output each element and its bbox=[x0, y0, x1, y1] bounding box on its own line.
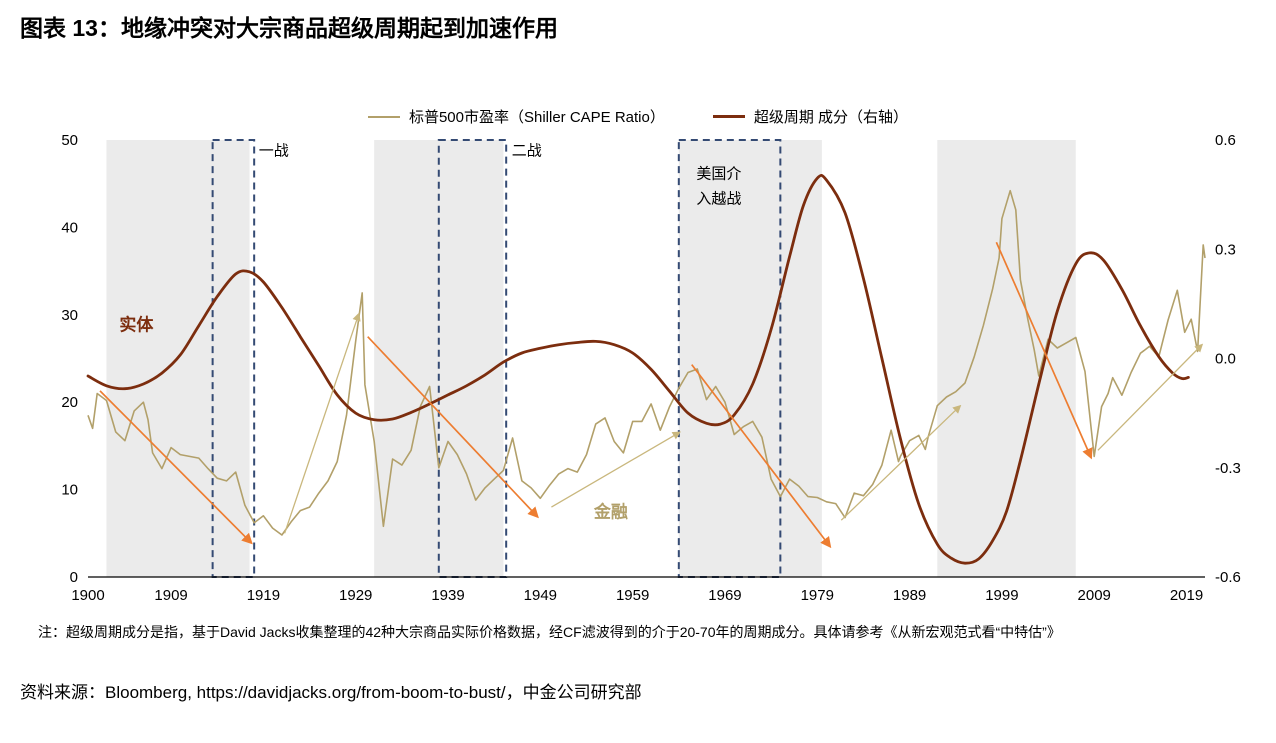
legend-item-cape: 标普500市盈率（Shiller CAPE Ratio） bbox=[367, 106, 665, 127]
trend-arrow bbox=[995, 241, 1093, 460]
event-box bbox=[211, 139, 256, 578]
supercycle-line bbox=[86, 174, 1190, 565]
x-axis-tick-label: 1999 bbox=[985, 587, 1018, 604]
x-axis-tick-label: 1959 bbox=[616, 587, 649, 604]
right-axis-tick-label: -0.6 bbox=[1215, 569, 1241, 586]
x-axis-tick-label: 1939 bbox=[431, 587, 464, 604]
trend-arrow bbox=[99, 390, 253, 545]
cape-line-swatch bbox=[367, 115, 400, 118]
phase-annotation: 实体 bbox=[119, 315, 154, 335]
x-axis-tick-label: 1979 bbox=[801, 587, 834, 604]
x-axis-tick-label: 2019 bbox=[1170, 587, 1203, 604]
chart-legend: 标普500市盈率（Shiller CAPE Ratio） 超级周期 成分（右轴） bbox=[0, 106, 1276, 127]
right-axis-tick-label: -0.3 bbox=[1215, 460, 1241, 477]
figure-title: 图表 13：地缘冲突对大宗商品超级周期起到加速作用 bbox=[20, 15, 558, 41]
legend-label-supercycle: 超级周期 成分（右轴） bbox=[753, 109, 909, 126]
trend-arrow bbox=[1097, 343, 1204, 451]
trend-arrow bbox=[691, 364, 832, 549]
x-axis-tick-label: 1919 bbox=[247, 587, 280, 604]
x-axis-tick-label: 1989 bbox=[893, 587, 926, 604]
event-box-label: 美国介 bbox=[696, 165, 741, 182]
cape-ratio-line bbox=[87, 189, 1206, 536]
trend-arrow bbox=[551, 431, 681, 508]
left-axis-tick-label: 40 bbox=[61, 219, 78, 236]
right-axis-tick-label: 0.0 bbox=[1215, 351, 1236, 368]
shaded-band bbox=[937, 140, 1076, 577]
event-box-label: 一战 bbox=[259, 143, 289, 160]
left-axis-tick-label: 20 bbox=[61, 394, 78, 411]
legend-label-cape: 标普500市盈率（Shiller CAPE Ratio） bbox=[408, 109, 665, 126]
x-axis-tick-label: 2009 bbox=[1078, 587, 1111, 604]
event-box-label: 入越战 bbox=[696, 190, 741, 207]
legend-item-supercycle: 超级周期 成分（右轴） bbox=[712, 106, 909, 127]
left-axis-tick-label: 30 bbox=[61, 307, 78, 324]
x-axis-tick-label: 1949 bbox=[524, 587, 557, 604]
left-axis-tick-label: 50 bbox=[61, 132, 78, 149]
left-axis-tick-label: 0 bbox=[70, 569, 78, 586]
trend-arrow bbox=[284, 312, 361, 534]
phase-annotation: 金融 bbox=[593, 502, 628, 522]
x-axis-tick-label: 1909 bbox=[154, 587, 187, 604]
left-axis-tick-label: 10 bbox=[61, 482, 78, 499]
trend-arrow bbox=[840, 404, 962, 521]
x-axis-tick-label: 1929 bbox=[339, 587, 372, 604]
trend-arrow bbox=[367, 336, 539, 519]
right-axis-tick-label: 0.6 bbox=[1215, 132, 1236, 149]
event-box-label: 二战 bbox=[512, 143, 542, 160]
shaded-band bbox=[374, 140, 504, 577]
supercycle-line-swatch bbox=[712, 115, 745, 118]
source-line: 资料来源：Bloomberg, https://davidjacks.org/f… bbox=[20, 683, 642, 702]
x-axis-tick-label: 1969 bbox=[708, 587, 741, 604]
footnote: 注：超级周期成分是指，基于David Jacks收集整理的42种大宗商品实际价格… bbox=[38, 624, 1061, 640]
x-axis-tick-label: 1900 bbox=[71, 587, 104, 604]
right-axis-tick-label: 0.3 bbox=[1215, 241, 1236, 258]
